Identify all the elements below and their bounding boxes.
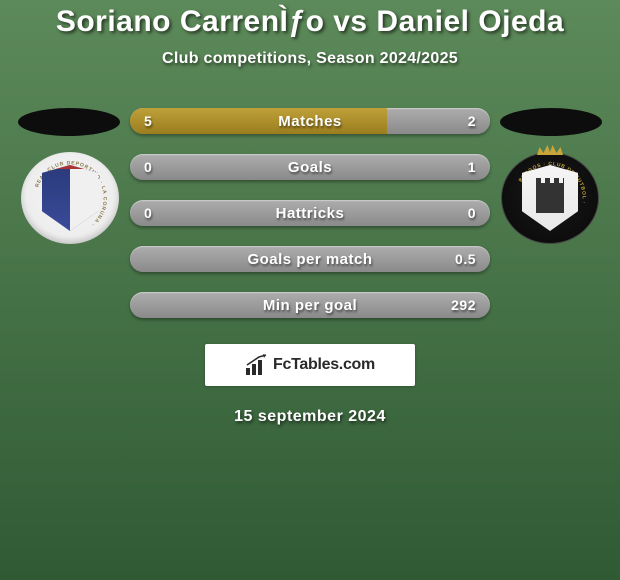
stat-bar: Goals per match 0.5 bbox=[130, 246, 490, 272]
page-title: Soriano CarrenÌƒo vs Daniel Ojeda bbox=[0, 4, 620, 40]
stat-right-value: 1 bbox=[468, 159, 476, 175]
stat-bar: 0 Goals 1 bbox=[130, 154, 490, 180]
stat-label: Goals per match bbox=[247, 251, 372, 268]
logo-text: FcTables.com bbox=[273, 356, 375, 374]
subtitle: Club competitions, Season 2024/2025 bbox=[0, 50, 620, 68]
left-player-silhouette bbox=[18, 108, 120, 136]
left-player-col: REAL CLUB DEPORTIVO · LA CORUNA · bbox=[10, 106, 130, 244]
right-player-silhouette bbox=[500, 108, 602, 136]
stat-label: Goals bbox=[288, 159, 332, 176]
castle-icon bbox=[536, 183, 564, 213]
stat-label: Hattricks bbox=[276, 205, 345, 222]
stat-left-value: 0 bbox=[144, 205, 152, 221]
stats-column: 5 Matches 2 0 Goals 1 0 Hattricks 0 Goals per mat… bbox=[130, 108, 490, 318]
right-player-col: BURGOS · CLUB DE FUTBOL · bbox=[490, 106, 610, 244]
body-row: REAL CLUB DEPORTIVO · LA CORUNA · 5 Match… bbox=[0, 106, 620, 318]
left-club-badge: REAL CLUB DEPORTIVO · LA CORUNA · bbox=[21, 152, 119, 244]
stat-left-value: 0 bbox=[144, 159, 152, 175]
stat-label: Min per goal bbox=[263, 297, 357, 314]
fctables-logo: FcTables.com bbox=[205, 344, 415, 386]
stat-right-value: 0.5 bbox=[455, 251, 476, 267]
right-club-badge: BURGOS · CLUB DE FUTBOL · bbox=[501, 152, 599, 244]
stat-bar-left-segment bbox=[130, 108, 387, 134]
stat-right-value: 292 bbox=[451, 297, 476, 313]
stat-bar: 5 Matches 2 bbox=[130, 108, 490, 134]
stat-left-value: 5 bbox=[144, 113, 152, 129]
comparison-infographic: Soriano CarrenÌƒo vs Daniel Ojeda Club c… bbox=[0, 0, 620, 580]
stat-label: Matches bbox=[278, 113, 342, 130]
stat-right-value: 2 bbox=[468, 113, 476, 129]
date-text: 15 september 2024 bbox=[0, 408, 620, 426]
stat-right-value: 0 bbox=[468, 205, 476, 221]
bar-chart-icon bbox=[245, 354, 269, 376]
stat-bar: 0 Hattricks 0 bbox=[130, 200, 490, 226]
crown-icon bbox=[537, 145, 563, 155]
stat-bar: Min per goal 292 bbox=[130, 292, 490, 318]
